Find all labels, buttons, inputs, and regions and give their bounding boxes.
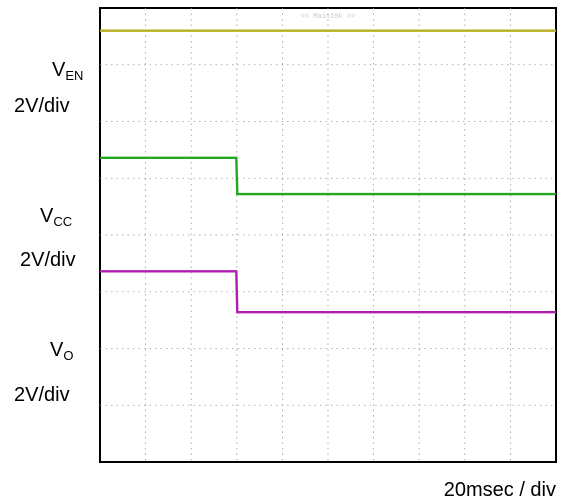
timebase-label: 20msec / div xyxy=(443,479,556,501)
grid xyxy=(100,8,556,462)
vcc-trace xyxy=(100,156,556,196)
ven-label: VEN xyxy=(52,59,84,83)
traces xyxy=(100,29,556,314)
vcc-scale-label: 2V/div xyxy=(20,249,76,271)
ven-scale-label: 2V/div xyxy=(14,95,70,117)
header-text: << Main10k >> xyxy=(301,13,356,21)
vo-scale-label: 2V/div xyxy=(14,384,70,406)
vo-label: VO xyxy=(50,339,74,363)
vcc-label: VCC xyxy=(40,205,73,229)
vo-trace xyxy=(100,270,556,314)
